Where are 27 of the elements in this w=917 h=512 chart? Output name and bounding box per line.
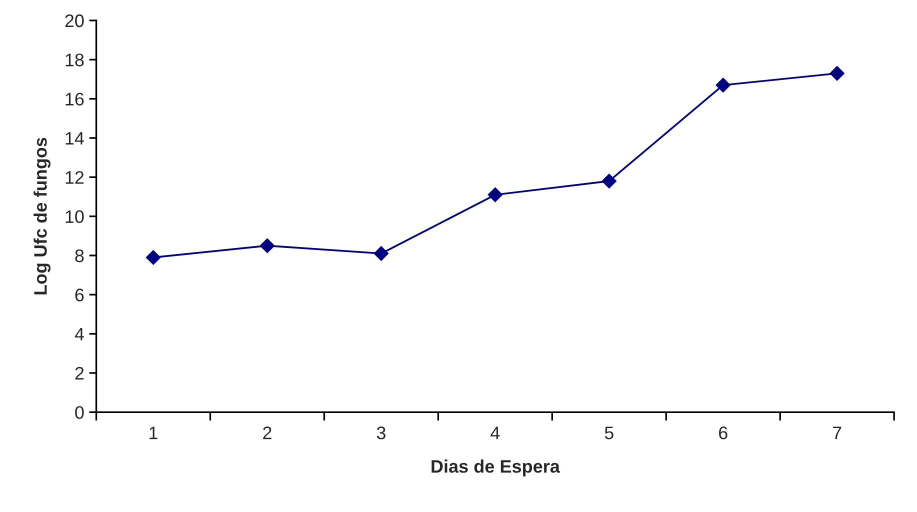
point [830, 66, 844, 81]
y-tick-label: 18 [66, 54, 84, 66]
y-tick-label: 8 [75, 249, 84, 262]
point [716, 78, 731, 92]
x-tick-label: 3 [376, 426, 386, 440]
x-tick-label: 5 [604, 426, 614, 440]
y-tick-label: 6 [75, 288, 84, 302]
y-axis-title: Log Ufc de fungos [34, 138, 51, 294]
x-tick-label: 1 [150, 426, 158, 440]
y-tick-label: 2 [75, 366, 84, 380]
y-tick-label: 16 [66, 92, 84, 106]
point [374, 246, 389, 261]
y-tick-label: 12 [66, 171, 84, 184]
y-tick-label: 4 [74, 328, 84, 340]
x-tick-label: 7 [832, 426, 842, 440]
point [488, 187, 503, 202]
y-tick-label: 14 [66, 132, 84, 145]
point [260, 238, 275, 254]
y-tick-label: 0 [75, 406, 84, 419]
x-axis-title: Dias de Espera [432, 460, 560, 476]
y-tick-label: 20 [65, 14, 84, 28]
point [146, 250, 161, 265]
point [602, 174, 617, 188]
x-tick-label: 6 [719, 426, 728, 440]
y-tick-label: 10 [66, 210, 84, 224]
x-tick-label: 2 [263, 426, 272, 440]
x-tick-label: 4 [490, 426, 500, 440]
